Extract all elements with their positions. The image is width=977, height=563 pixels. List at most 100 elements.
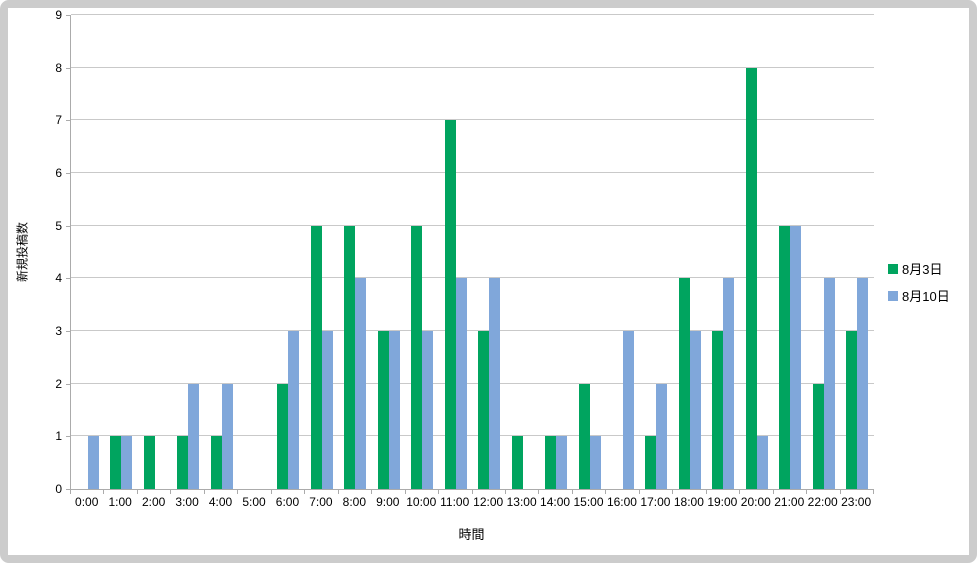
x-tick-mark-6 bbox=[270, 490, 272, 494]
x-tick-mark-7 bbox=[304, 490, 306, 494]
bar-8月3日-3:00 bbox=[177, 436, 189, 489]
x-tick-mark-2 bbox=[136, 490, 138, 494]
x-tick-label-14:00: 14:00 bbox=[540, 495, 571, 509]
gridline-4 bbox=[71, 277, 874, 279]
x-tick-label-4:00: 4:00 bbox=[208, 495, 233, 509]
bar-8月10日-10:00 bbox=[422, 331, 434, 489]
bar-8月3日-18:00 bbox=[678, 278, 690, 489]
x-tick-label-10:00: 10:00 bbox=[406, 495, 437, 509]
y-tick-label-0: 0 bbox=[55, 482, 62, 496]
gridline-3 bbox=[71, 330, 874, 332]
gridline-8 bbox=[71, 66, 874, 68]
gridline-7 bbox=[71, 119, 874, 121]
x-tick-label-11:00: 11:00 bbox=[440, 495, 470, 509]
legend-item-series-0: 8月3日 bbox=[888, 259, 950, 278]
y-tick-label-6: 6 bbox=[55, 166, 62, 180]
y-tick-label-7: 7 bbox=[55, 113, 62, 128]
x-tick-label-3:00: 3:00 bbox=[175, 495, 199, 509]
x-tick-label-22:00: 22:00 bbox=[807, 495, 838, 509]
bar-8月10日-4:00 bbox=[221, 383, 233, 489]
y-tick-mark-5 bbox=[66, 225, 70, 227]
y-tick-label-9: 9 bbox=[55, 8, 62, 22]
y-tick-label-3: 3 bbox=[55, 324, 62, 338]
bar-8月3日-9:00 bbox=[377, 331, 389, 489]
bar-8月3日-4:00 bbox=[210, 436, 222, 489]
y-tick-mark-4 bbox=[66, 278, 70, 280]
category-group-18:00 bbox=[673, 15, 706, 489]
legend-label-series-1: 8月10日 bbox=[902, 289, 950, 304]
y-tick-label-5: 5 bbox=[55, 218, 62, 233]
category-group-4:00 bbox=[205, 15, 238, 489]
x-tick-mark-16 bbox=[605, 490, 607, 494]
category-group-14:00 bbox=[539, 15, 572, 489]
x-tick-mark-14 bbox=[538, 490, 540, 494]
x-tick-mark-9 bbox=[371, 490, 373, 494]
x-tick-mark-15 bbox=[571, 490, 573, 494]
x-tick-label-0:00: 0:00 bbox=[75, 495, 99, 509]
bar-8月3日-12:00 bbox=[478, 331, 490, 489]
y-tick-label-4: 4 bbox=[55, 271, 62, 286]
bar-8月10日-6:00 bbox=[288, 331, 300, 489]
bar-8月10日-12:00 bbox=[489, 278, 501, 489]
bar-8月10日-17:00 bbox=[656, 383, 668, 489]
gridline-6 bbox=[71, 172, 874, 174]
category-group-16:00 bbox=[606, 15, 639, 489]
bar-8月3日-20:00 bbox=[745, 67, 757, 489]
bar-8月10日-3:00 bbox=[188, 383, 200, 489]
category-group-21:00 bbox=[774, 15, 807, 489]
bar-8月10日-20:00 bbox=[756, 436, 768, 489]
y-axis-title: 新規投稿数 bbox=[15, 221, 30, 283]
bar-8月3日-22:00 bbox=[812, 383, 824, 489]
y-tick-mark-0 bbox=[66, 489, 70, 490]
x-tick-label-12:00: 12:00 bbox=[473, 495, 504, 509]
category-group-11:00 bbox=[439, 15, 472, 489]
x-axis-title: 時間 bbox=[458, 527, 485, 542]
legend-item-series-1: 8月10日 bbox=[888, 286, 950, 305]
bar-8月3日-8:00 bbox=[344, 225, 356, 489]
x-tick-label-7:00: 7:00 bbox=[309, 495, 333, 509]
bar-8月3日-13:00 bbox=[511, 436, 523, 489]
x-tick-mark-8 bbox=[337, 490, 339, 494]
bar-8月3日-19:00 bbox=[712, 331, 724, 489]
category-group-1:00 bbox=[104, 15, 137, 489]
x-tick-label-6:00: 6:00 bbox=[275, 495, 300, 509]
x-tick-label-21:00: 21:00 bbox=[774, 495, 805, 509]
bar-8月3日-7:00 bbox=[310, 225, 322, 489]
bar-8月3日-17:00 bbox=[645, 436, 657, 489]
x-tick-mark-10 bbox=[404, 490, 406, 494]
y-tick-mark-8 bbox=[66, 67, 70, 69]
bar-8月10日-16:00 bbox=[622, 331, 634, 489]
bar-8月10日-21:00 bbox=[790, 225, 802, 489]
x-tick-label-1:00: 1:00 bbox=[108, 495, 132, 509]
x-tick-label-8:00: 8:00 bbox=[342, 495, 367, 509]
category-group-20:00 bbox=[740, 15, 773, 489]
y-tick-label-1: 1 bbox=[55, 429, 62, 444]
plot-area bbox=[70, 14, 874, 490]
x-tick-mark-18 bbox=[672, 490, 674, 494]
bar-8月10日-0:00 bbox=[87, 436, 99, 489]
legend-swatch-blue-icon bbox=[888, 290, 898, 301]
category-group-6:00 bbox=[272, 15, 305, 489]
bar-8月10日-8:00 bbox=[355, 278, 367, 489]
gridline-9 bbox=[71, 14, 874, 15]
category-group-8:00 bbox=[339, 15, 372, 489]
x-tick-label-9:00: 9:00 bbox=[376, 495, 400, 509]
bar-8月10日-9:00 bbox=[388, 331, 400, 489]
x-tick-mark-24 bbox=[873, 490, 874, 494]
bar-8月10日-1:00 bbox=[121, 436, 133, 489]
bar-8月10日-18:00 bbox=[689, 331, 701, 489]
category-group-15:00 bbox=[573, 15, 606, 489]
y-tick-label-2: 2 bbox=[55, 376, 62, 391]
bar-8月10日-7:00 bbox=[321, 331, 333, 489]
category-group-23:00 bbox=[840, 15, 873, 489]
category-group-17:00 bbox=[640, 15, 673, 489]
legend-swatch-green-icon bbox=[888, 263, 898, 274]
x-tick-label-2:00: 2:00 bbox=[141, 495, 166, 509]
y-tick-label-8: 8 bbox=[55, 60, 62, 75]
x-tick-mark-3 bbox=[170, 490, 172, 494]
bar-8月10日-11:00 bbox=[455, 278, 467, 489]
x-tick-mark-4 bbox=[203, 490, 205, 494]
bar-8月3日-6:00 bbox=[277, 383, 289, 489]
category-group-13:00 bbox=[506, 15, 539, 489]
